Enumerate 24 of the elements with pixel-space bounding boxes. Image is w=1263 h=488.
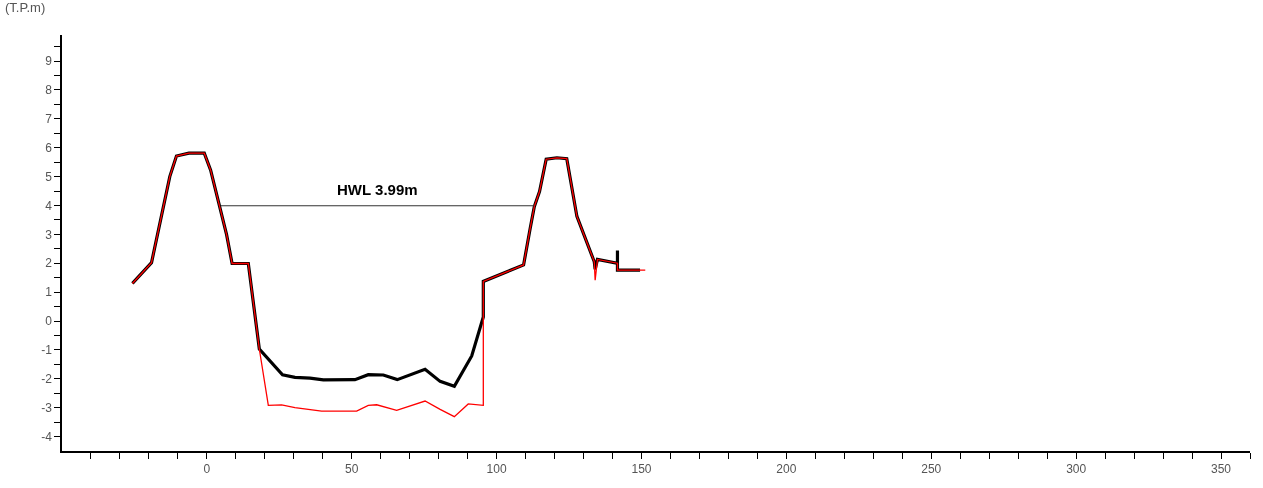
- x-tick-label: 350: [1211, 462, 1232, 477]
- x-tick-label: 150: [631, 462, 652, 477]
- y-tick-label: 0: [45, 314, 53, 329]
- y-tick-label: 6: [45, 140, 53, 155]
- y-tick-label: 5: [45, 169, 53, 184]
- y-tick-label: 7: [45, 111, 53, 126]
- y-tick-label: 4: [45, 198, 53, 213]
- x-tick-label: 300: [1066, 462, 1087, 477]
- x-tick-label: 0: [203, 462, 211, 477]
- y-tick-label: 1: [45, 285, 53, 300]
- y-tick-label: -1: [41, 343, 53, 358]
- y-tick-label: -3: [41, 400, 53, 415]
- x-tick-label: 100: [486, 462, 507, 477]
- y-tick-label: 3: [45, 227, 53, 242]
- y-tick-label: -2: [41, 371, 53, 386]
- x-tick-label: 250: [921, 462, 942, 477]
- y-tick-label: 9: [45, 54, 53, 69]
- x-tick-label: 50: [345, 462, 359, 477]
- y-tick-label: 2: [45, 256, 53, 271]
- y-tick-label: -4: [41, 429, 53, 444]
- series-label: HWL 3.99m: [337, 181, 418, 198]
- y-axis-title: (T.P.m): [5, 0, 46, 15]
- y-tick-label: 8: [45, 83, 53, 98]
- x-tick-label: 200: [776, 462, 797, 477]
